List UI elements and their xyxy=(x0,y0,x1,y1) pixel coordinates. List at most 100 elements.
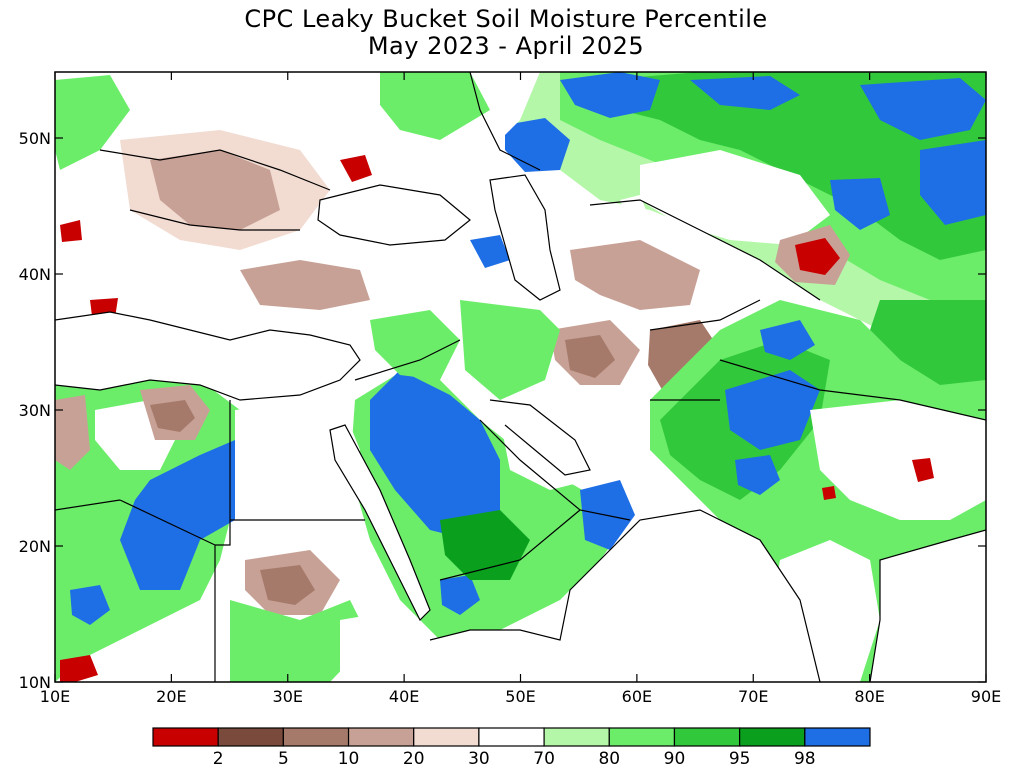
legend-label: 98 xyxy=(794,749,816,769)
x-tick-label: 20E xyxy=(156,687,186,706)
gulf-coast xyxy=(489,399,591,476)
region-balkhash-red xyxy=(795,238,840,275)
x-tick-label: 30E xyxy=(273,687,303,706)
legend-label: 20 xyxy=(403,749,425,769)
region-chad-blue xyxy=(70,585,110,625)
legend-swatch xyxy=(413,727,480,747)
x-tick-label: 50E xyxy=(505,687,535,706)
region-siberia-blue-4 xyxy=(505,118,570,172)
aral-sea xyxy=(620,195,648,225)
x-tick-label: 70E xyxy=(738,687,768,706)
x-tick-label: 90E xyxy=(971,687,1001,706)
legend-label: 10 xyxy=(338,749,360,769)
region-tibet-green xyxy=(870,300,986,385)
region-siberia-blue-3 xyxy=(860,78,986,140)
legend-label: 80 xyxy=(598,749,620,769)
region-egypt-white xyxy=(235,400,360,520)
black-sea xyxy=(318,185,470,245)
region-libya-brown xyxy=(150,400,195,432)
region-arabia-darkgreen xyxy=(440,510,530,580)
axis-ticks xyxy=(54,72,987,683)
region-sahara-blue xyxy=(120,440,235,590)
region-balkan-red xyxy=(60,220,82,242)
legend-swatch xyxy=(152,727,219,747)
region-kazakh-blue xyxy=(830,178,890,230)
legend: 2 5 10 20 30 70 80 90 95 98 xyxy=(152,727,871,769)
legend-swatch xyxy=(739,727,806,747)
moisture-field xyxy=(55,72,986,682)
legend-swatch xyxy=(478,727,545,747)
border-europe xyxy=(99,72,541,231)
region-ethiopia-white xyxy=(340,610,430,682)
legend-swatch xyxy=(217,727,284,747)
gulf-of-aden xyxy=(430,630,560,682)
region-siberia-blue-1 xyxy=(560,72,660,118)
x-tick-label: 80E xyxy=(854,687,884,706)
region-turkey-tan xyxy=(240,260,370,310)
legend-swatch xyxy=(347,727,415,747)
border-middle-east xyxy=(354,339,631,581)
region-india-white xyxy=(810,400,986,520)
y-tick-label: 50N xyxy=(19,129,51,148)
region-india-small-red xyxy=(822,486,836,500)
india-east-coast xyxy=(869,529,986,682)
region-kashmir-blue xyxy=(760,320,815,360)
region-europe-tan xyxy=(150,150,280,230)
region-europe-green-west xyxy=(55,75,130,170)
legend-swatch xyxy=(608,727,676,747)
x-tick-label: 40E xyxy=(389,687,419,706)
caspian-coast xyxy=(489,174,561,301)
region-pakistan-blue xyxy=(725,370,820,450)
region-arabia-blue xyxy=(370,370,500,540)
region-mongolia-blue xyxy=(920,140,986,225)
region-nigeria-red xyxy=(60,655,98,682)
border-north-africa xyxy=(55,400,365,682)
legend-label: 30 xyxy=(468,749,490,769)
region-ukraine-green xyxy=(380,72,490,140)
red-sea-coast xyxy=(329,424,431,622)
region-sudan-green xyxy=(230,600,370,682)
y-axis-labels: 50N 40N 30N 20N 10N xyxy=(19,129,51,692)
x-tick-label: 10E xyxy=(40,687,70,706)
legend-label: 90 xyxy=(664,749,686,769)
map-title: CPC Leaky Bucket Soil Moisture Percentil… xyxy=(244,5,768,33)
mediterranean-sea xyxy=(55,312,360,400)
region-tunisia-pink xyxy=(55,395,90,470)
region-yemen-blue xyxy=(440,575,480,615)
legend-swatch xyxy=(673,727,741,747)
y-tick-label: 40N xyxy=(19,265,51,284)
region-gujarat-blue xyxy=(735,455,780,495)
region-russia-red xyxy=(340,155,372,182)
legend-swatch xyxy=(804,727,871,747)
x-axis-labels: 10E 20E 30E 40E 50E 60E 70E 80E 90E xyxy=(40,687,1001,706)
legend-label: 2 xyxy=(213,749,224,769)
border-central-asia xyxy=(589,199,986,421)
legend-swatch xyxy=(543,727,610,747)
region-sudan-brown xyxy=(260,565,315,605)
mediterranean-coast xyxy=(55,311,361,401)
map-subtitle: May 2023 - April 2025 xyxy=(367,32,645,60)
region-bihar-red xyxy=(912,458,934,482)
region-levant-green xyxy=(370,310,460,380)
arabian-sea xyxy=(540,510,820,682)
legend-label: 5 xyxy=(278,749,289,769)
bay-of-bengal xyxy=(870,530,986,682)
black-sea-coast xyxy=(317,184,471,246)
red-sea xyxy=(330,425,430,620)
region-steppe-white xyxy=(640,150,830,245)
region-caspian-blue xyxy=(470,235,510,268)
region-turan-tan xyxy=(570,240,700,310)
arabian-coast xyxy=(429,509,821,682)
coastlines xyxy=(55,72,986,682)
legend-label: 70 xyxy=(533,749,555,769)
legend-label: 95 xyxy=(729,749,751,769)
region-siberia-blue-2 xyxy=(690,76,800,110)
y-tick-label: 30N xyxy=(19,401,51,420)
y-tick-label: 10N xyxy=(19,673,51,692)
persian-gulf xyxy=(490,400,590,475)
legend-swatch xyxy=(282,727,350,747)
region-iran-green xyxy=(460,300,560,400)
region-iran-brown xyxy=(565,335,615,378)
y-tick-label: 20N xyxy=(19,537,51,556)
